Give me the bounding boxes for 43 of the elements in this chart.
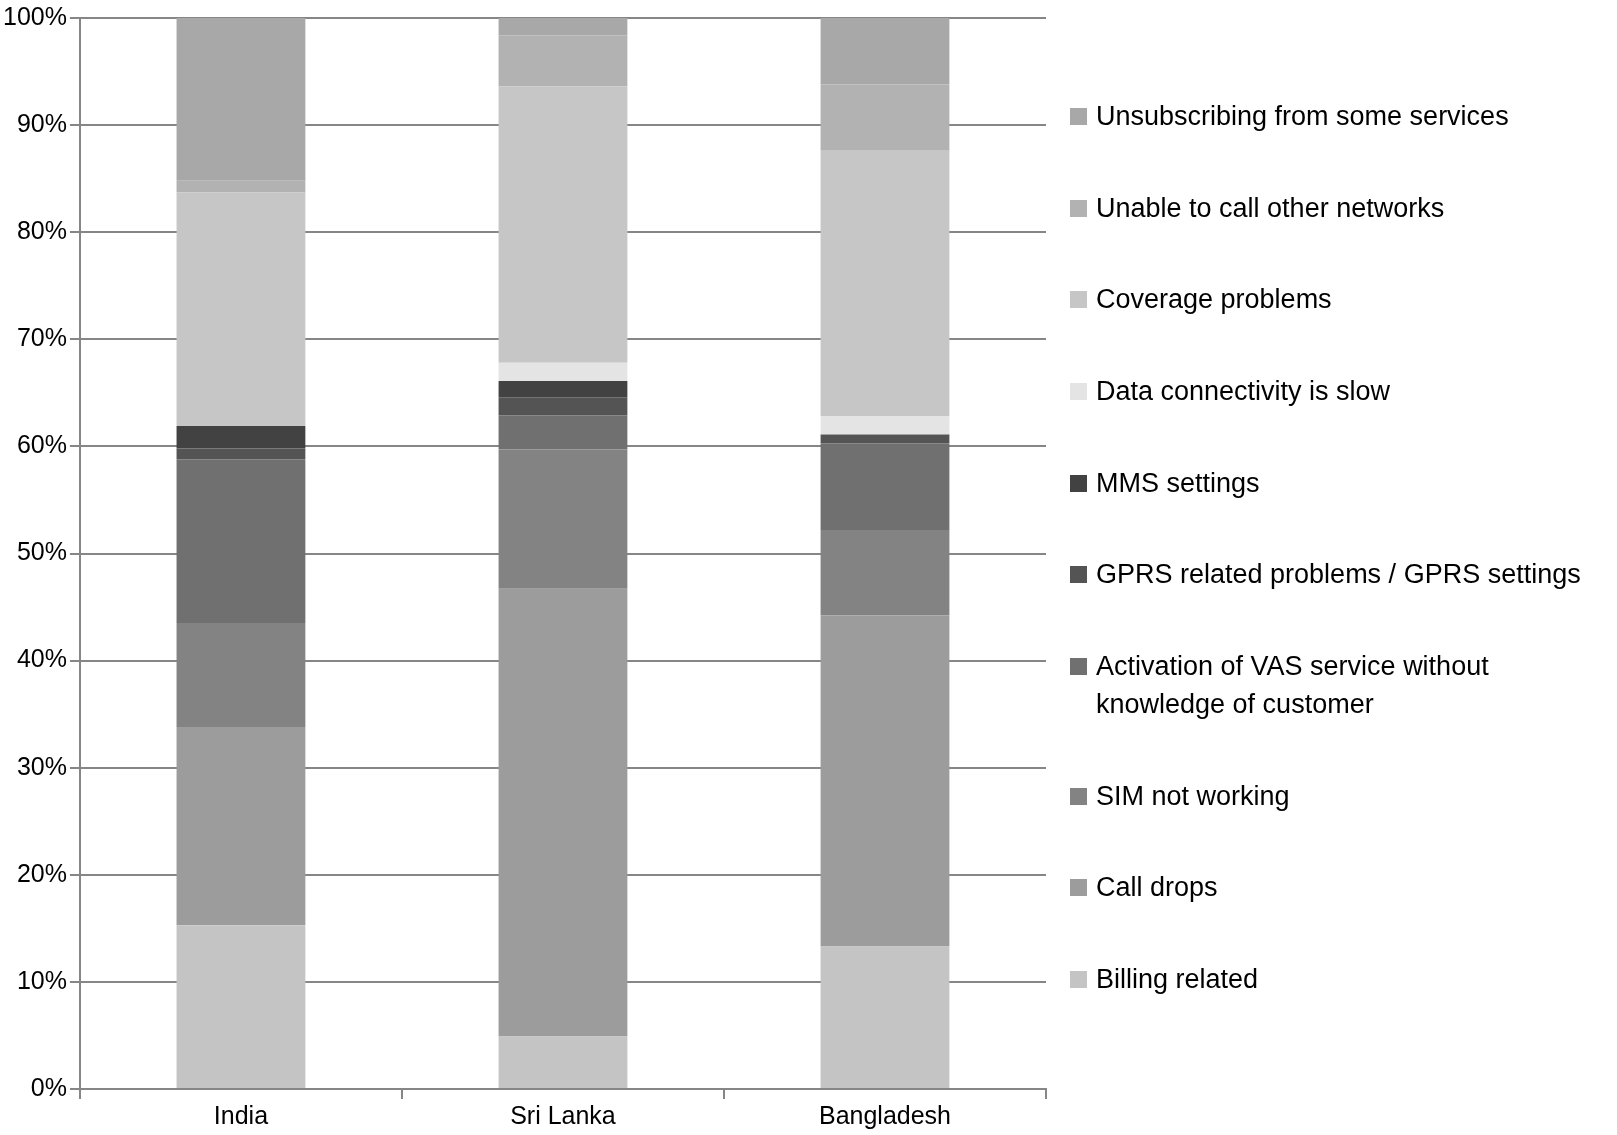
bar (498, 381, 628, 398)
y-tick-label: 10% (16, 965, 67, 994)
bar (176, 727, 306, 926)
bar (176, 459, 306, 624)
y-tick-label: 0% (30, 1072, 67, 1101)
bar (498, 362, 628, 382)
legend-label: Coverage problems (1096, 283, 1333, 317)
bar (176, 448, 306, 460)
bar (820, 615, 950, 947)
x-tick-label: India (213, 1100, 269, 1129)
y-tick-label: 20% (16, 858, 67, 887)
legend-label: Unable to call other networks (1096, 191, 1446, 225)
y-tick-label: 30% (16, 751, 67, 780)
bar (498, 588, 628, 1037)
y-tick-label: 100% (2, 1, 67, 30)
y-tick-label: 70% (16, 323, 67, 352)
legend-label: SIM not working (1096, 779, 1291, 813)
bar (820, 946, 950, 1088)
bar (176, 925, 306, 1088)
y-tick-label: 90% (16, 108, 67, 137)
bar (498, 415, 628, 450)
bar (176, 192, 306, 427)
y-tick-label: 80% (16, 216, 67, 245)
bar (498, 397, 628, 416)
legend-label: Activation of VAS service without knowledge of customer (1096, 649, 1490, 721)
y-tick-label: 40% (16, 644, 67, 673)
bar (820, 434, 950, 444)
bar (498, 86, 628, 363)
legend-label: Data connectivity is slow (1096, 374, 1392, 408)
bar (498, 1036, 628, 1088)
y-tick-label: 60% (16, 430, 67, 459)
legend-label: GPRS related problems / GPRS settings (1096, 558, 1582, 592)
bar (176, 426, 306, 449)
legend-label: MMS settings (1096, 466, 1261, 500)
legend-label: Billing related (1096, 963, 1260, 997)
y-tick-label: 50% (16, 537, 67, 566)
x-tick-label: Sri Lanka (510, 1100, 616, 1129)
bar (820, 150, 950, 417)
x-tick-label: Bangladesh (818, 1100, 952, 1129)
bar (820, 416, 950, 435)
bar (820, 443, 950, 530)
legend-label: Unsubscribing from some services (1096, 99, 1510, 133)
legend-label: Call drops (1096, 871, 1219, 905)
